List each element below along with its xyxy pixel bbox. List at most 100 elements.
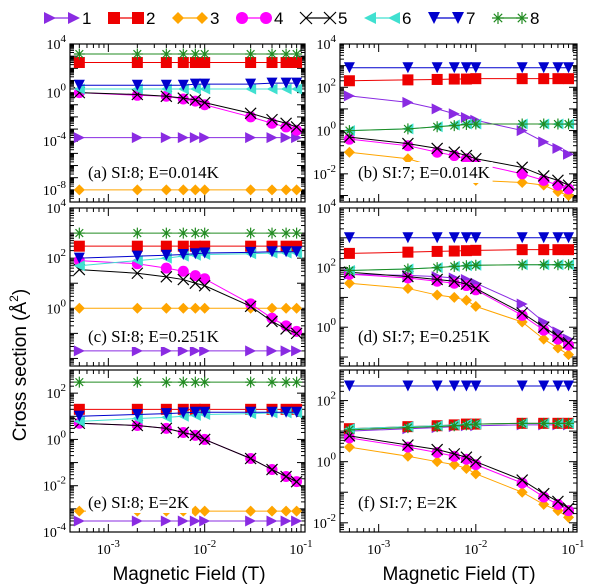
data-point [552, 259, 564, 271]
data-point [291, 325, 303, 337]
data-point [516, 417, 528, 429]
y-tick-mantissa: 10 [43, 184, 57, 199]
y-tick-label: 104 [47, 197, 67, 217]
x-tick-label: 10-3 [367, 538, 391, 558]
data-point [343, 125, 355, 137]
data-point [402, 74, 414, 86]
y-tick-exponent: 2 [331, 390, 337, 402]
data-point [73, 57, 85, 69]
data-point [448, 62, 460, 74]
data-point [245, 240, 257, 252]
data-point [189, 277, 202, 290]
y-tick-exponent: -8 [57, 179, 67, 191]
series-line [349, 435, 569, 509]
data-point [448, 120, 460, 132]
legend-marker-start [492, 12, 504, 24]
data-point [199, 240, 211, 252]
data-point [280, 505, 292, 517]
data-point [431, 142, 444, 155]
series-7 [343, 380, 575, 392]
data-point [431, 232, 443, 244]
data-point [189, 48, 201, 60]
legend-label: 1 [82, 9, 91, 28]
data-point [189, 132, 201, 144]
y-tick-mantissa: 10 [47, 252, 61, 267]
data-point [189, 270, 201, 282]
y-tick-label: 100 [317, 120, 337, 140]
y-tick-mantissa: 10 [317, 321, 331, 336]
series-4 [73, 87, 303, 136]
data-point [291, 246, 303, 258]
data-point [538, 118, 550, 130]
data-point [516, 232, 528, 244]
data-point [131, 376, 143, 388]
legend-marker-end [196, 12, 208, 24]
data-point [199, 302, 211, 314]
panel-label: (f) SI:7; E=2K [358, 493, 458, 512]
y-tick-mantissa: 10 [317, 262, 331, 277]
panel-label: (c) SI:8; E=0.251K [88, 327, 220, 346]
data-point [199, 227, 211, 239]
data-point [245, 515, 257, 527]
data-point [266, 406, 278, 418]
x-tick-mantissa: 10 [367, 543, 381, 558]
data-point [516, 259, 528, 271]
y-tick-mantissa: 10 [317, 456, 331, 471]
series-7 [343, 62, 575, 74]
x-tick-label: 10-1 [561, 538, 584, 558]
x-tick-mantissa: 10 [193, 543, 207, 558]
data-point [402, 123, 414, 135]
series-5 [73, 263, 303, 340]
y-tick-label: 102 [317, 76, 337, 96]
data-point [290, 327, 303, 340]
data-point [199, 345, 211, 357]
data-point [177, 92, 190, 105]
data-point [516, 486, 528, 498]
data-point [401, 439, 414, 451]
data-point [189, 94, 202, 106]
y-tick-exponent: 0 [331, 120, 337, 132]
data-point [431, 421, 443, 433]
legend-marker-start [108, 12, 120, 24]
data-point [431, 121, 443, 133]
data-point [280, 470, 293, 483]
data-point [189, 78, 201, 90]
series-8 [73, 227, 303, 239]
panel-label-bg [356, 492, 461, 513]
data-point [290, 475, 303, 488]
data-point [538, 333, 550, 345]
data-point [266, 113, 278, 126]
y-tick-exponent: 2 [331, 257, 337, 269]
data-point [431, 289, 443, 301]
plot-frame [339, 369, 578, 533]
data-point [460, 62, 472, 74]
data-point [291, 83, 303, 95]
y-tick-mantissa: 10 [47, 202, 61, 217]
data-point [448, 291, 460, 303]
data-point [177, 240, 189, 252]
data-point [131, 250, 143, 262]
x-tick-label: 10-3 [97, 538, 121, 558]
y-tick-exponent: 2 [331, 76, 337, 88]
series-line [79, 251, 297, 259]
data-point [552, 417, 564, 429]
y-tick-label: 10-4 [43, 130, 67, 150]
data-point [402, 282, 414, 294]
legend-marker-end [323, 11, 337, 25]
data-point [448, 459, 460, 471]
data-point [563, 417, 575, 429]
data-point [189, 515, 201, 527]
data-point [131, 57, 143, 69]
data-point [431, 73, 443, 85]
y-tick-label: 100 [317, 316, 337, 336]
data-point [291, 505, 303, 517]
data-point [244, 107, 257, 120]
panel-label-bg [356, 162, 493, 183]
legend-marker-end [516, 12, 528, 24]
data-point [280, 117, 293, 130]
data-point [189, 248, 201, 260]
data-point [280, 246, 292, 258]
y-tick-mantissa: 10 [47, 387, 61, 402]
data-point [160, 227, 172, 239]
y-tick-exponent: 0 [331, 451, 337, 463]
